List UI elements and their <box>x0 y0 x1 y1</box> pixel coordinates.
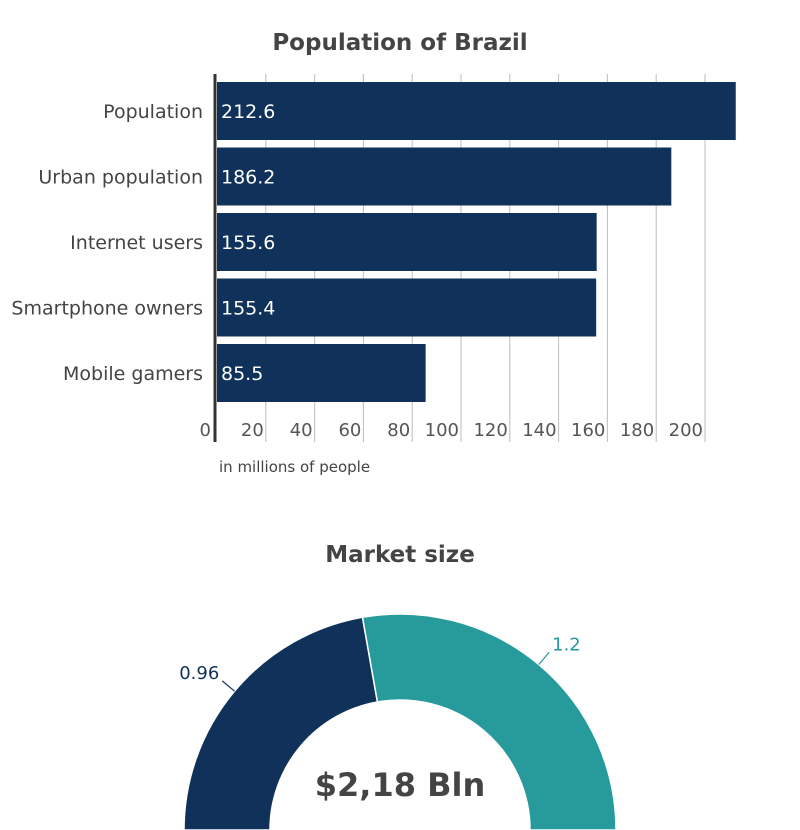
bar <box>217 278 597 337</box>
x-tick-label: 20 <box>241 420 264 441</box>
x-tick-label: 160 <box>571 420 605 441</box>
x-tick-label: 180 <box>620 420 654 441</box>
slice-leader-line <box>538 651 550 665</box>
bar-value-label: 155.6 <box>221 232 275 254</box>
category-label: Urban population <box>38 167 203 189</box>
x-tick-label: 100 <box>425 420 459 441</box>
donut-center-label: $2,18 Bln <box>315 766 486 804</box>
bar-value-label: 186.2 <box>221 167 275 189</box>
bar-chart-title: Population of Brazil <box>272 30 528 56</box>
bar <box>217 213 597 271</box>
x-tick-label: 40 <box>290 420 313 441</box>
donut-slice <box>361 613 617 830</box>
donut-chart-title: Market size <box>325 542 475 568</box>
bar-value-label: 85.5 <box>221 363 263 385</box>
category-label: Internet users <box>70 232 203 254</box>
x-tick-label: 80 <box>387 420 410 441</box>
category-label: Mobile gamers <box>63 363 203 385</box>
bar-value-label: 212.6 <box>221 101 275 123</box>
bar <box>217 147 672 206</box>
x-tick-label: 120 <box>473 420 507 441</box>
x-tick-label: 140 <box>522 420 556 441</box>
x-axis-label: in millions of people <box>219 458 370 476</box>
bar <box>217 344 426 402</box>
donut-slice <box>183 616 379 830</box>
bar-value-label: 155.4 <box>221 298 275 320</box>
category-label: Smartphone owners <box>11 298 203 320</box>
category-label: Population <box>103 101 203 123</box>
x-tick-label: 200 <box>669 420 703 441</box>
bar-chart: 212.6 Population 186.2 Urban population 155.… <box>11 74 736 476</box>
slice-value-label: 0.96 <box>179 663 219 684</box>
x-tick-label: 0 <box>200 420 211 441</box>
x-tick-label: 60 <box>338 420 361 441</box>
bar <box>217 82 736 140</box>
slice-value-label: 1.2 <box>552 634 581 655</box>
slice-leader-line <box>221 680 235 692</box>
